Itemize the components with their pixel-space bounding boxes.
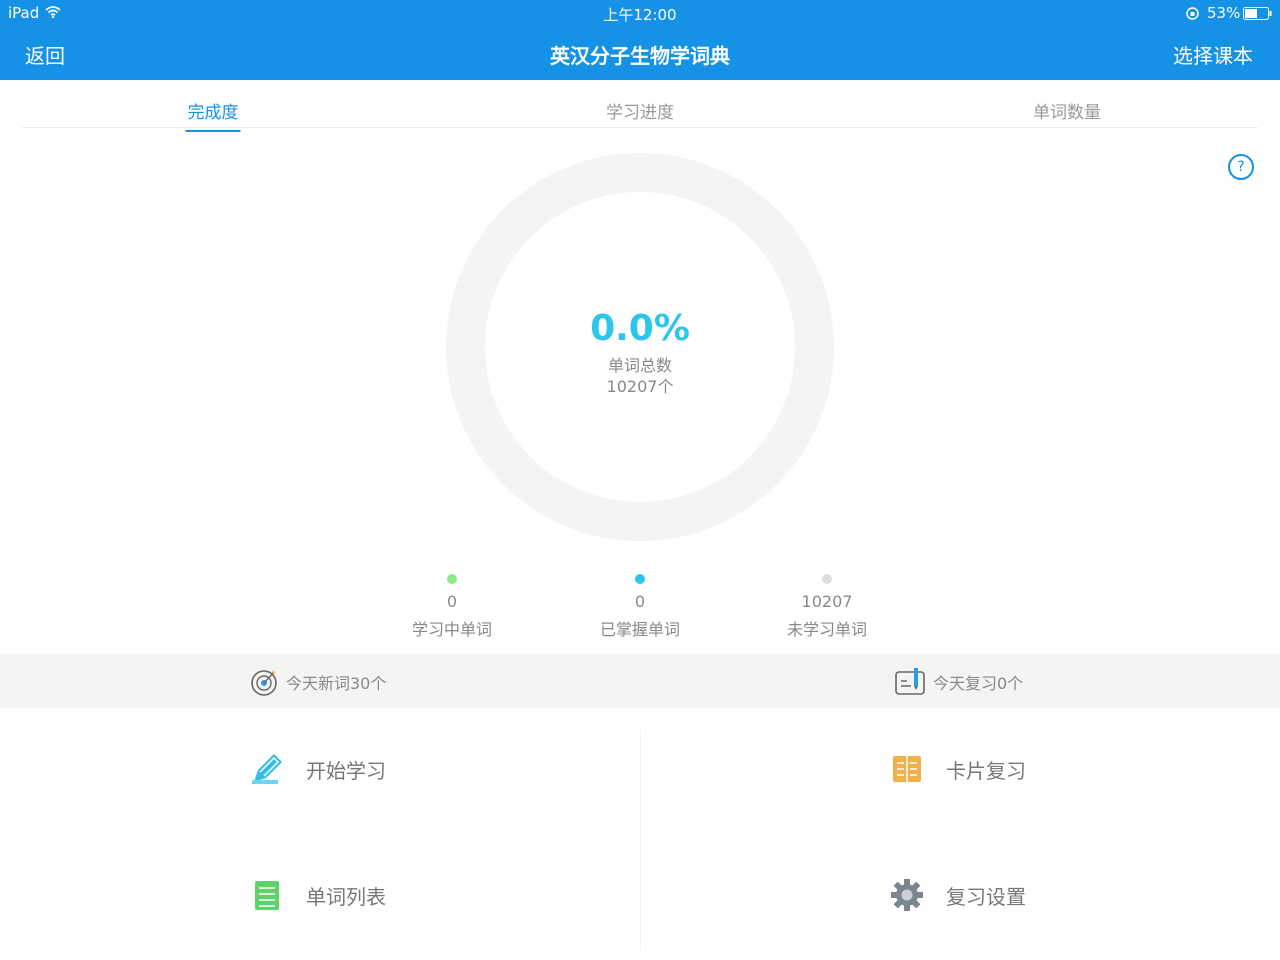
help-button[interactable]: ? xyxy=(1228,154,1254,180)
legend-count: 0 xyxy=(446,592,458,611)
legend-mastered: 0 已掌握单词 xyxy=(570,574,710,640)
today-summary: 今天新词30个 今天复习0个 xyxy=(0,654,1280,708)
action-label: 开始学习 xyxy=(306,758,386,783)
legend-label: 已掌握单词 xyxy=(599,620,680,639)
legend-count: 0 xyxy=(634,592,646,611)
battery-percent: 53% xyxy=(1207,4,1241,22)
legend-count: 10207 xyxy=(801,592,853,611)
clock: 上午12:00 xyxy=(603,6,677,24)
pencil-icon xyxy=(252,754,282,784)
device-label: iPad xyxy=(8,4,40,22)
tab-progress[interactable]: 学习进度 xyxy=(606,103,674,123)
today-review: 今天复习0个 xyxy=(895,667,1023,697)
gear-icon xyxy=(891,879,923,911)
total-label: 单词总数 xyxy=(607,356,672,375)
legend-dot xyxy=(447,574,457,584)
action-label: 卡片复习 xyxy=(946,758,1026,783)
start-learning-button[interactable]: 开始学习 xyxy=(250,752,386,786)
today-new-label: 今天新词30个 xyxy=(286,674,387,693)
legend-dot xyxy=(822,574,832,584)
header: iPad 上午12:00 53% 返回 英汉分子生物学词典 选择课本 xyxy=(0,0,1280,80)
divider xyxy=(640,730,641,950)
today-new-words: 今天新词30个 xyxy=(250,667,386,697)
wifi-icon xyxy=(45,6,61,18)
action-label: 单词列表 xyxy=(306,884,386,909)
action-label: 复习设置 xyxy=(946,884,1026,909)
back-button[interactable]: 返回 xyxy=(25,44,65,68)
battery-icon xyxy=(1243,7,1272,20)
review-settings-button[interactable]: 复习设置 xyxy=(890,878,1026,912)
legend-label: 未学习单词 xyxy=(786,620,867,639)
list-icon xyxy=(255,881,279,910)
card-book-icon xyxy=(893,756,921,782)
card-review-button[interactable]: 卡片复习 xyxy=(890,752,1026,786)
page-title: 英汉分子生物学词典 xyxy=(550,44,730,68)
word-list-button[interactable]: 单词列表 xyxy=(250,878,386,912)
completion-percent: 0.0% xyxy=(590,308,690,349)
select-book-button[interactable]: 选择课本 xyxy=(1173,44,1253,68)
tab-completion[interactable]: 完成度 xyxy=(185,98,241,132)
target-icon xyxy=(251,670,277,696)
legend-learning: 0 学习中单词 xyxy=(382,574,522,640)
legend-dot xyxy=(635,574,645,584)
legend-unlearned: 10207 未学习单词 xyxy=(757,574,897,640)
tab-word-count[interactable]: 单词数量 xyxy=(1033,103,1101,123)
review-note-icon xyxy=(895,668,925,695)
today-review-label: 今天复习0个 xyxy=(933,674,1024,693)
total-count: 10207个 xyxy=(606,377,674,396)
legend-label: 学习中单词 xyxy=(411,620,492,639)
tab-bar: 完成度 学习进度 单词数量 xyxy=(22,80,1258,132)
rotation-lock-icon xyxy=(1186,7,1199,20)
